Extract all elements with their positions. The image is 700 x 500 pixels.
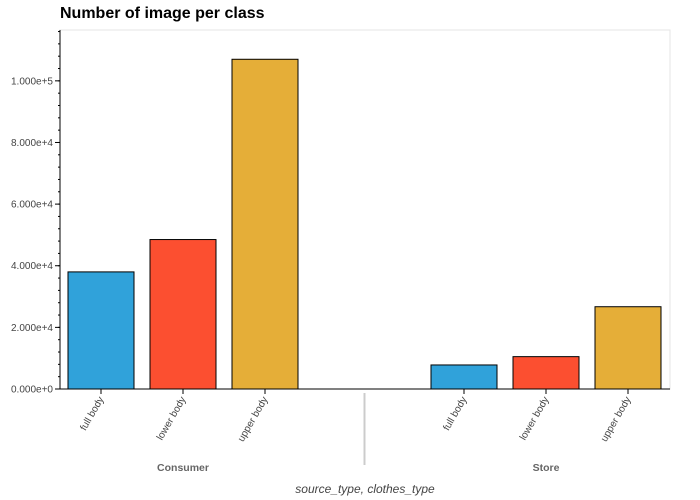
bars (67, 58, 662, 390)
bar-consumer-lower-body (149, 239, 217, 390)
x-category-label: upper body (236, 395, 271, 444)
bar-consumer-upper-body (231, 58, 299, 390)
y-tick-label: 4.000e+4 (11, 261, 53, 272)
x-category-label: upper body (599, 395, 634, 444)
x-category-label: lower body (518, 395, 552, 442)
bar-store-full-body (430, 364, 498, 390)
y-axis: 0.000e+0 2.000e+4 4.000e+4 6.000e+4 8.000e+4… (11, 30, 61, 396)
y-tick-label: 2.000e+4 (11, 323, 53, 334)
bar-store-lower-body (512, 356, 580, 390)
x-category-label: lower body (155, 395, 189, 442)
x-group-label: Consumer (157, 462, 209, 474)
x-group-label: Store (533, 462, 560, 474)
x-category-label: full body (78, 395, 106, 433)
chart-title: Number of image per class (60, 5, 265, 22)
bar-store-upper-body (594, 306, 662, 390)
x-axis: full body lower body upper body full body lo… (60, 388, 670, 474)
y-tick-label: 1.000e+5 (11, 76, 53, 87)
bar-consumer-full-body (67, 271, 135, 390)
y-tick-label: 0.000e+0 (11, 385, 53, 396)
y-tick-label: 6.000e+4 (11, 200, 53, 211)
y-tick-label: 8.000e+4 (11, 138, 53, 149)
x-category-label: full body (441, 395, 469, 433)
x-axis-title: source_type, clothes_type (295, 482, 435, 496)
